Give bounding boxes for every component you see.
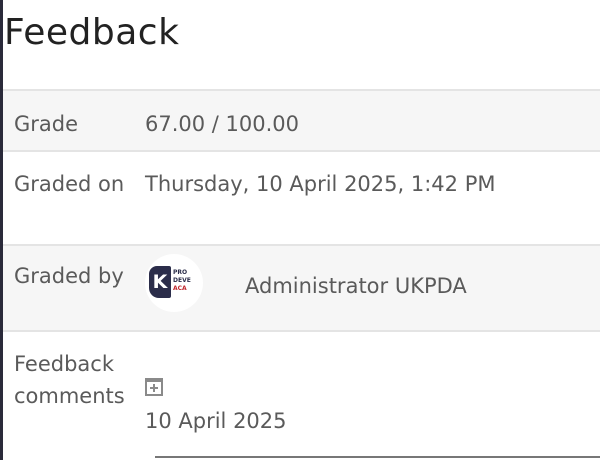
table-row-graded-on: Graded on Thursday, 10 April 2025, 1:42 … <box>3 150 600 245</box>
avatar-logo: K <box>149 266 171 298</box>
table-row-graded-by: Graded by K PRO DEVE ACA Administrator UKP… <box>3 244 600 331</box>
feedback-table: Grade 67.00 / 100.00 Graded on Thursday,… <box>3 89 600 461</box>
graded-on-label: Graded on <box>3 150 143 245</box>
grade-value: 67.00 / 100.00 <box>143 89 600 151</box>
table-row-grade: Grade 67.00 / 100.00 <box>3 89 600 151</box>
feedback-comments-label: Feedback comments <box>3 330 143 461</box>
feedback-comments-cell: 10 April 2025 <box>143 330 600 461</box>
avatar[interactable]: K PRO DEVE ACA <box>145 254 203 312</box>
expand-plus-icon[interactable] <box>145 378 163 396</box>
left-border <box>0 0 3 460</box>
table-row-feedback-comments: Feedback comments 10 April 2025 <box>3 330 600 461</box>
feedback-comment-box <box>155 456 600 464</box>
graded-on-value: Thursday, 10 April 2025, 1:42 PM <box>143 150 600 245</box>
feedback-date: 10 April 2025 <box>145 409 287 433</box>
avatar-logo-text: PRO DEVE ACA <box>173 269 191 292</box>
graded-by-cell: K PRO DEVE ACA Administrator UKPDA <box>143 244 600 331</box>
grader-name[interactable]: Administrator UKPDA <box>245 274 467 298</box>
grade-label: Grade <box>3 89 143 151</box>
graded-by-label: Graded by <box>3 244 143 331</box>
page-title: Feedback <box>4 12 180 53</box>
